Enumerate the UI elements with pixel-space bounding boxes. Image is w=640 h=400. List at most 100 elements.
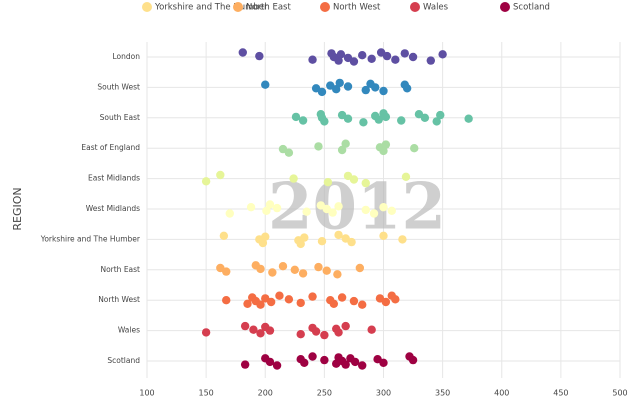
point [256, 264, 265, 274]
point [408, 52, 418, 62]
point [255, 51, 264, 61]
point [240, 360, 250, 369]
y-tick-label: South East [100, 113, 140, 122]
x-tick-label: 100 [139, 389, 154, 398]
point [408, 355, 418, 365]
point [391, 295, 400, 304]
point [369, 209, 379, 218]
point [328, 208, 337, 217]
point [308, 292, 317, 301]
point [341, 321, 350, 331]
point [379, 231, 388, 240]
point [298, 116, 308, 125]
point [311, 327, 321, 336]
y-tick-label: Scotland [107, 356, 140, 365]
legend-marker [320, 2, 330, 12]
point [379, 203, 388, 212]
legend-label: North East [246, 3, 291, 13]
point [379, 358, 388, 367]
y-tick-label: Yorkshire and The Humber [40, 234, 141, 243]
x-tick-label: 150 [198, 389, 213, 398]
point [298, 269, 308, 278]
point [333, 270, 342, 279]
point [349, 175, 359, 184]
point [222, 267, 231, 276]
point [358, 300, 367, 309]
point [256, 300, 265, 309]
point [261, 80, 270, 89]
point [258, 238, 268, 248]
point [336, 50, 346, 59]
y-tick-label: East of England [81, 143, 140, 152]
legend-marker [410, 2, 420, 12]
point [432, 117, 441, 126]
point [361, 85, 370, 95]
point [464, 114, 473, 123]
point [246, 203, 256, 212]
point [320, 330, 329, 340]
y-tick-label: West Midlands [86, 204, 140, 213]
point [308, 352, 317, 361]
point [284, 295, 294, 304]
point [350, 357, 360, 367]
point [222, 296, 231, 305]
x-tick-label: 250 [317, 389, 332, 398]
legend-label: North West [333, 3, 381, 13]
point [249, 325, 258, 334]
point [382, 51, 392, 61]
point [314, 142, 323, 151]
point [300, 358, 309, 367]
point [300, 233, 309, 242]
point [261, 232, 270, 241]
point [358, 51, 367, 60]
point [240, 321, 250, 331]
point [278, 262, 288, 271]
point [401, 172, 411, 181]
y-tick-label: North East [100, 265, 140, 274]
point [381, 112, 391, 122]
point [341, 139, 350, 148]
point [219, 231, 229, 240]
point [391, 55, 400, 64]
point [349, 296, 359, 306]
point [361, 178, 370, 188]
y-tick-label: East Midlands [88, 174, 140, 183]
point [266, 297, 276, 307]
point [426, 56, 435, 65]
point [265, 357, 275, 367]
legend-label: Wales [423, 3, 449, 13]
point [329, 299, 339, 308]
point [296, 330, 305, 339]
point [275, 291, 284, 300]
point [367, 54, 376, 63]
point [379, 146, 388, 156]
point [343, 114, 353, 123]
point [334, 230, 343, 240]
x-tick-label: 450 [553, 389, 568, 398]
point [320, 117, 329, 126]
point [343, 82, 353, 91]
point [201, 177, 211, 186]
point [296, 298, 305, 308]
point [367, 325, 376, 334]
x-tick-label: 200 [258, 389, 273, 398]
point [256, 329, 265, 338]
point [272, 203, 282, 213]
point [381, 297, 391, 307]
legend-label: Yorkshire and The Humber [154, 3, 268, 13]
point [334, 328, 343, 337]
legend-marker [142, 2, 152, 12]
point [296, 239, 305, 249]
point [355, 263, 365, 273]
point [358, 361, 367, 370]
point [322, 266, 331, 275]
point [302, 207, 311, 216]
point [397, 116, 406, 125]
point [317, 237, 327, 246]
point [334, 56, 343, 65]
point [284, 148, 294, 157]
point [323, 178, 333, 187]
point [381, 140, 391, 149]
point [371, 83, 380, 92]
